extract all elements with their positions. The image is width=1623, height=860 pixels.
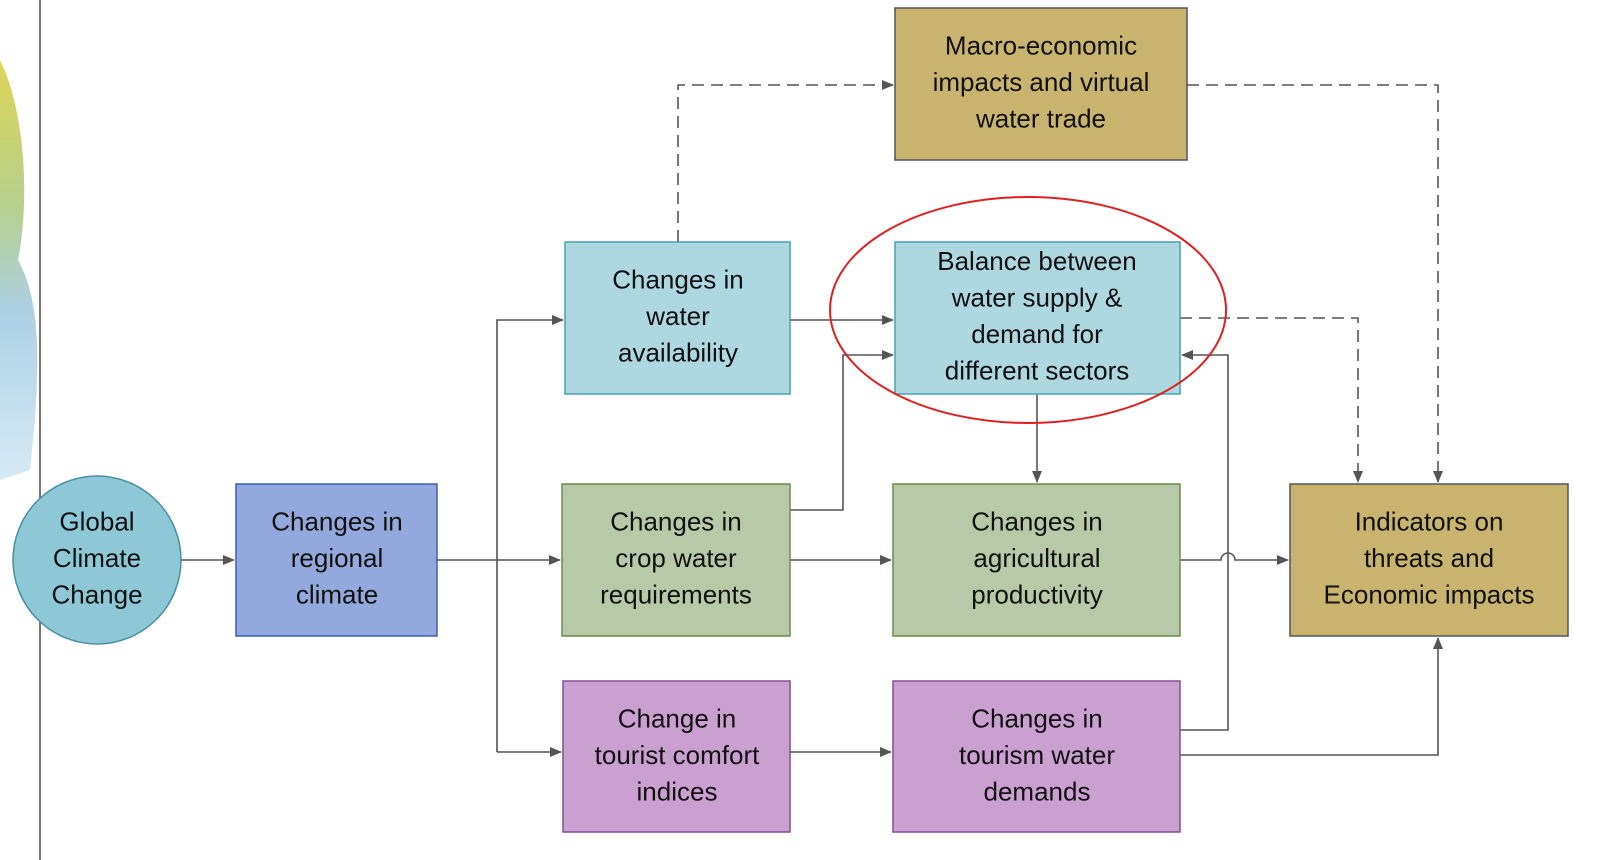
node-label: requirements xyxy=(600,579,752,609)
node-label: water xyxy=(645,301,710,331)
node-label: different sectors xyxy=(945,356,1130,386)
node-label: demands xyxy=(984,776,1091,806)
node-label: crop water xyxy=(615,543,737,573)
node-label: regional xyxy=(291,543,384,573)
node-label: Indicators on xyxy=(1355,506,1504,536)
node-label: Changes in xyxy=(612,264,744,294)
node-label: Changes in xyxy=(271,506,403,536)
node-label: tourism water xyxy=(959,740,1115,770)
node-label: Change in xyxy=(618,703,737,733)
node-label: Changes in xyxy=(971,506,1103,536)
diagram: Global Climate Change Changes in regional cli… xyxy=(0,0,1623,860)
page: Global Climate Change Changes in regional cli… xyxy=(0,0,1623,860)
decoration xyxy=(0,60,37,480)
node-label: demand for xyxy=(971,319,1103,349)
node-label: agricultural xyxy=(973,543,1100,573)
node-label: Economic impacts xyxy=(1324,579,1535,609)
node-label: water supply & xyxy=(951,283,1123,313)
node-label: indices xyxy=(637,776,718,806)
node-label: Global xyxy=(59,506,134,536)
node-label: water trade xyxy=(975,103,1106,133)
node-label: Climate xyxy=(53,543,141,573)
node-label: productivity xyxy=(971,579,1103,609)
node-label: availability xyxy=(618,337,738,367)
node-label: Balance between xyxy=(937,246,1136,276)
connectors xyxy=(181,85,1438,755)
node-label: Macro-economic xyxy=(945,30,1137,60)
node-label: tourist comfort xyxy=(595,740,760,770)
node-label: climate xyxy=(296,579,378,609)
node-label: Changes in xyxy=(971,703,1103,733)
node-label: Change xyxy=(51,579,142,609)
node-label: impacts and virtual xyxy=(933,67,1150,97)
node-label: threats and xyxy=(1364,543,1494,573)
node-label: Changes in xyxy=(610,506,742,536)
